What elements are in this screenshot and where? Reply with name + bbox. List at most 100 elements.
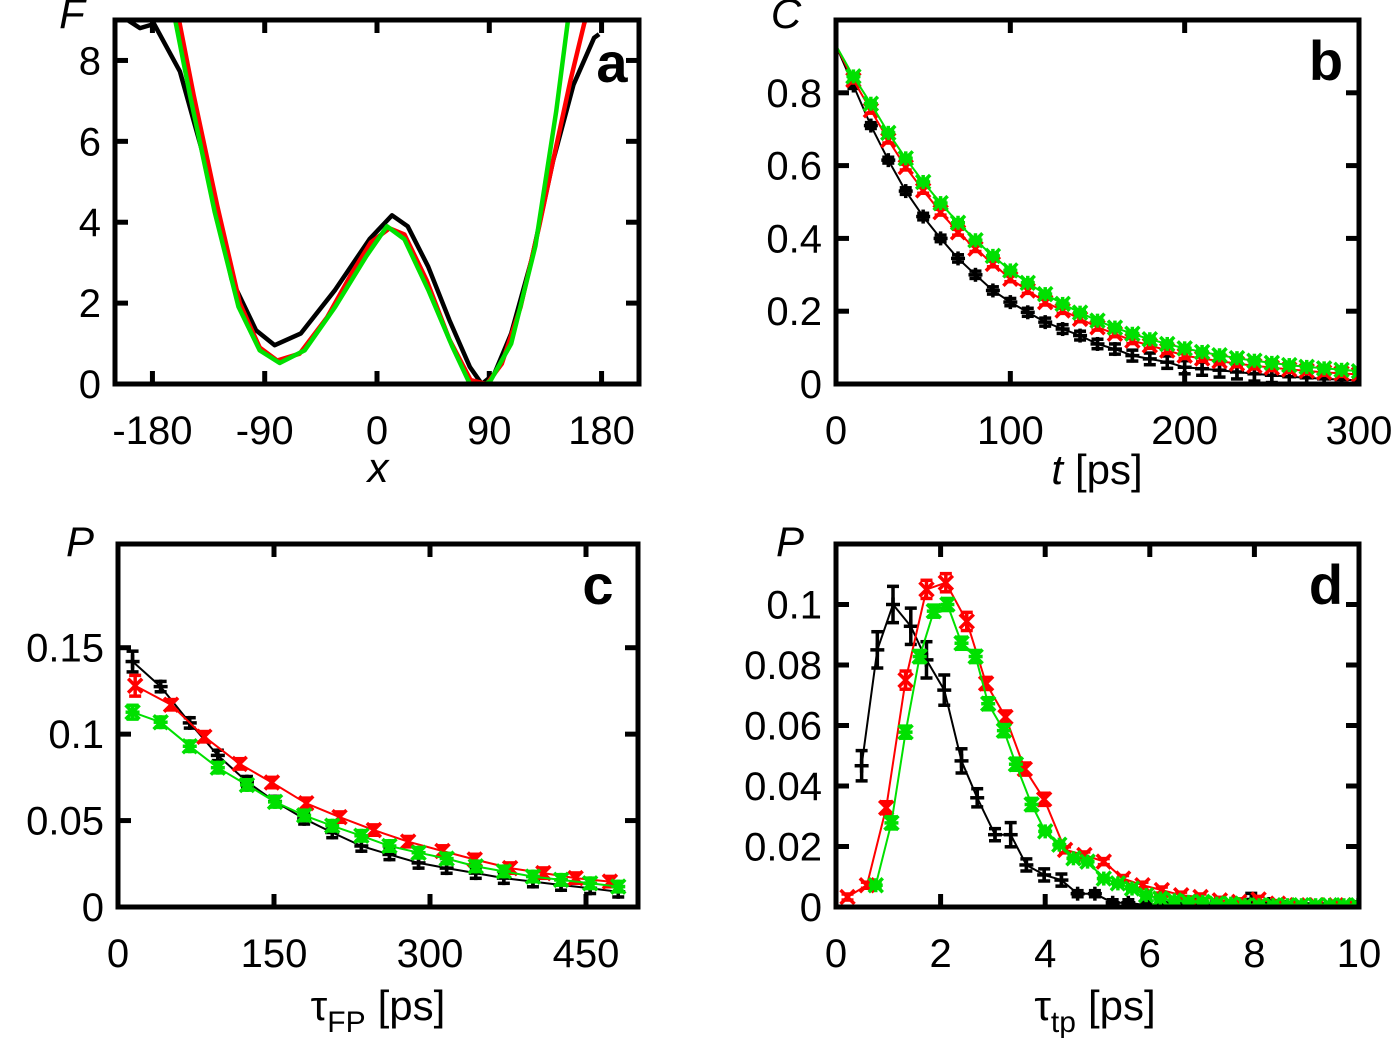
series-line <box>176 20 588 384</box>
data-point <box>1037 867 1052 883</box>
marker-stroke <box>581 875 599 892</box>
marker-stroke <box>181 738 198 755</box>
marker-stroke <box>1225 895 1240 907</box>
marker-stroke <box>1002 262 1019 279</box>
y-tick-label: 0.6 <box>766 145 822 189</box>
y-tick-label: 0.05 <box>26 800 104 844</box>
marker-stroke <box>1065 850 1082 867</box>
marker-stroke <box>1193 343 1211 361</box>
y-tick-label: 0.08 <box>744 644 822 688</box>
marker-stroke <box>295 807 313 824</box>
marker-stroke <box>1095 853 1113 870</box>
data-point <box>898 184 913 199</box>
x-tick-label: 6 <box>1139 932 1161 976</box>
marker-stroke <box>353 827 370 845</box>
marker-stroke <box>1176 340 1193 357</box>
x-tick-label: 2 <box>929 932 951 976</box>
marker-stroke <box>911 648 928 665</box>
series-line <box>172 20 571 384</box>
data-point <box>324 817 341 834</box>
x-axis-label-symbol: t <box>1051 446 1065 493</box>
marker-stroke <box>1051 836 1068 853</box>
data-point <box>1141 330 1159 348</box>
data-point <box>1003 295 1018 310</box>
data-point <box>1109 875 1127 892</box>
marker-stroke <box>438 850 455 867</box>
data-point <box>1137 886 1155 904</box>
data-point <box>937 673 952 707</box>
marker-stroke <box>434 842 451 860</box>
series-line <box>860 603 1356 907</box>
marker-stroke <box>932 194 949 212</box>
x-axis-label: τtp [ps] <box>1034 982 1155 1039</box>
data-point <box>953 634 970 652</box>
marker-stroke <box>162 696 180 713</box>
marker-stroke <box>552 871 570 889</box>
marker-stroke <box>883 814 900 832</box>
data-point <box>918 578 935 601</box>
x-tick-label: 450 <box>553 932 620 976</box>
marker-stroke <box>231 755 248 773</box>
panel-letter: c <box>582 553 613 616</box>
data-point <box>1281 356 1298 374</box>
marker-stroke <box>995 722 1013 739</box>
data-point <box>951 251 966 266</box>
marker-stroke <box>266 793 284 811</box>
data-point <box>210 748 225 763</box>
data-point <box>1051 836 1068 853</box>
x-tick-label: 300 <box>397 932 464 976</box>
data-point <box>1095 853 1113 870</box>
data-point <box>124 703 141 721</box>
series-group <box>123 20 601 384</box>
marker-stroke <box>467 858 484 875</box>
data-point <box>1228 349 1246 367</box>
panel-letter: a <box>596 31 628 94</box>
marker-stroke <box>126 677 144 694</box>
data-point <box>298 795 315 812</box>
data-point <box>1065 850 1082 867</box>
data-point <box>881 153 896 168</box>
y-tick-label: 4 <box>79 201 101 245</box>
marker-stroke <box>897 723 914 741</box>
marker-stroke <box>124 703 141 721</box>
data-point <box>238 776 256 794</box>
data-point <box>967 231 984 249</box>
data-point <box>897 150 914 167</box>
plot-frame <box>833 17 1362 387</box>
data-point <box>1107 342 1122 357</box>
data-point <box>995 722 1013 739</box>
y-tick-label: 0.04 <box>744 765 822 809</box>
data-point <box>970 786 985 809</box>
data-point <box>524 868 542 885</box>
y-tick-label: 8 <box>79 39 101 83</box>
x-tick-label: 4 <box>1034 932 1056 976</box>
data-point <box>495 863 513 880</box>
marker-stroke <box>567 869 584 887</box>
marker-stroke <box>877 799 895 817</box>
data-point <box>925 602 943 620</box>
marker-stroke <box>1089 312 1106 329</box>
data-point <box>1142 351 1157 367</box>
x-axis-label-subscript: tp <box>1051 1006 1076 1039</box>
data-point <box>231 755 248 773</box>
data-point <box>839 888 856 906</box>
data-point <box>1087 886 1102 901</box>
marker-stroke <box>1350 363 1359 374</box>
x-tick-label: 0 <box>107 932 129 976</box>
data-point <box>967 648 984 665</box>
marker-stroke <box>862 95 880 112</box>
data-point <box>1019 857 1034 873</box>
marker-stroke <box>238 776 256 794</box>
x-tick-label: 0 <box>825 409 847 453</box>
x-axis-label: τFP [ps] <box>311 982 446 1039</box>
panel-b: 0 100 200 300 0 0.2 0.4 0.6 0.8 b Ct [ps] <box>766 0 1392 493</box>
data-point <box>1036 285 1054 303</box>
data-point <box>1070 886 1085 901</box>
data-point <box>1152 890 1169 907</box>
data-point <box>968 267 983 282</box>
data-point <box>903 606 918 647</box>
data-point <box>939 596 956 613</box>
y-tick-label: 0 <box>800 886 822 930</box>
